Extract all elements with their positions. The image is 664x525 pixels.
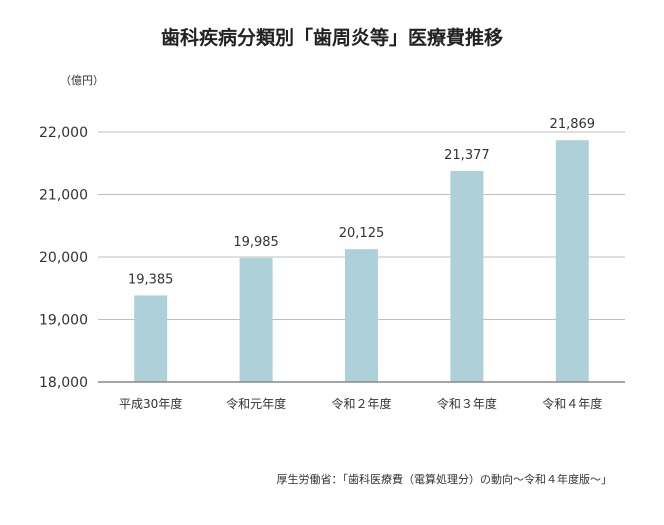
y-tick-label: 19,000: [39, 313, 88, 329]
bar: [450, 170, 484, 382]
y-tick-label: 18,000: [39, 375, 88, 391]
bar-value-label: 20,125: [339, 226, 385, 241]
bar: [239, 257, 273, 382]
x-tick-label: 令和２年度: [331, 396, 391, 411]
x-tick-label: 令和４年度: [542, 396, 602, 411]
x-tick-label: 令和元年度: [226, 396, 286, 411]
x-tick-label: 令和３年度: [437, 396, 497, 411]
value-labels: 19,385 19,985 20,125 21,377 21,869: [128, 117, 595, 287]
bar-value-label: 21,869: [550, 117, 596, 132]
bar: [134, 295, 168, 382]
y-tick-label: 22,000: [39, 125, 88, 141]
source-note: 厚生労働省：「歯科医療費（電算処理分）の動向〜令和４年度版〜」: [277, 472, 613, 486]
bar: [555, 140, 589, 382]
y-axis-ticks: 18,000 19,000 20,000 21,000 22,000: [39, 125, 88, 391]
chart-title: 歯科疾病分類別「歯周炎等」医療費推移: [161, 26, 503, 49]
bars: [134, 140, 589, 382]
bar-value-label: 19,385: [128, 272, 174, 287]
bar: [345, 249, 378, 382]
x-tick-label: 平成30年度: [119, 396, 182, 411]
bar-value-label: 21,377: [444, 148, 490, 163]
y-tick-label: 20,000: [39, 250, 88, 266]
y-axis-unit-label: （億円）: [60, 74, 104, 87]
y-tick-label: 21,000: [39, 188, 88, 204]
x-axis-ticks: 平成30年度 令和元年度 令和２年度 令和３年度 令和４年度: [119, 396, 602, 411]
bar-value-label: 19,985: [233, 235, 279, 250]
